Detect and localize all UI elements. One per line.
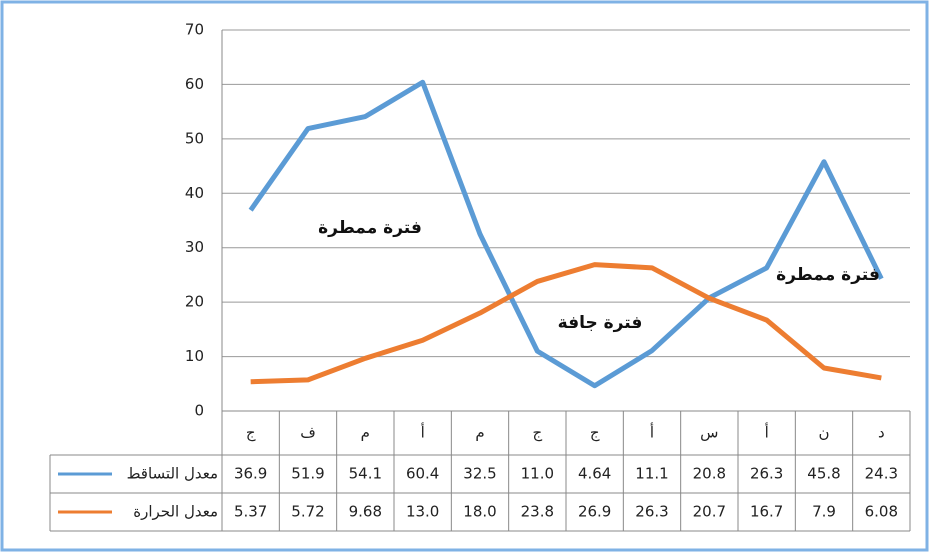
- x-tick-label: ج: [532, 424, 542, 443]
- table-value: 36.9: [234, 465, 267, 483]
- legend-label: معدل الحرارة: [133, 503, 218, 521]
- table-value: 13.0: [406, 503, 439, 521]
- table-value: 5.37: [234, 503, 267, 521]
- y-tick-label: 50: [185, 129, 204, 147]
- y-tick-label: 60: [185, 75, 204, 93]
- y-tick-label: 40: [185, 184, 204, 202]
- table-value: 6.08: [865, 503, 898, 521]
- y-tick-label: 70: [185, 21, 204, 39]
- table-value: 16.7: [750, 503, 783, 521]
- x-tick-label: أ: [765, 423, 769, 442]
- table-value: 26.3: [750, 465, 783, 483]
- table-value: 11.1: [635, 465, 668, 483]
- x-tick-label: م: [361, 424, 370, 442]
- table-value: 18.0: [463, 503, 496, 521]
- table-value: 54.1: [349, 465, 382, 483]
- table-value: 51.9: [291, 465, 324, 483]
- x-tick-label: أ: [421, 423, 425, 442]
- y-tick-label: 20: [185, 293, 204, 311]
- table-value: 23.8: [521, 503, 554, 521]
- line-series: [248, 79, 884, 389]
- table-value: 4.64: [578, 465, 611, 483]
- line-series: [250, 262, 882, 385]
- legend-label: معدل التساقط: [127, 465, 218, 483]
- annotation: فترة ممطرة: [318, 218, 422, 238]
- x-tick-label: س: [700, 424, 718, 442]
- x-tick-label: م: [475, 424, 484, 442]
- table-value: 60.4: [406, 465, 439, 483]
- annotation: فترة ممطرة: [776, 265, 880, 285]
- x-tick-label: ج: [246, 424, 256, 443]
- y-tick-label: 0: [194, 402, 204, 420]
- x-tick-label: أ: [650, 423, 654, 442]
- table-value: 11.0: [521, 465, 554, 483]
- table-value: 20.8: [693, 465, 726, 483]
- y-tick-label: 10: [185, 347, 204, 365]
- x-tick-label: ج: [590, 424, 600, 443]
- y-tick-label: 30: [185, 238, 204, 256]
- table-value: 45.8: [807, 465, 840, 483]
- table-value: 7.9: [812, 503, 836, 521]
- annotation: فترة جافة: [558, 313, 643, 333]
- table-value: 24.3: [865, 465, 898, 483]
- x-tick-label: ف: [300, 424, 316, 442]
- x-tick-label: ن: [818, 424, 829, 442]
- table-value: 26.3: [635, 503, 668, 521]
- table-value: 9.68: [349, 503, 382, 521]
- table-value: 26.9: [578, 503, 611, 521]
- x-tick-label: د: [878, 424, 885, 442]
- table-value: 5.72: [291, 503, 324, 521]
- table-value: 20.7: [693, 503, 726, 521]
- table-value: 32.5: [463, 465, 496, 483]
